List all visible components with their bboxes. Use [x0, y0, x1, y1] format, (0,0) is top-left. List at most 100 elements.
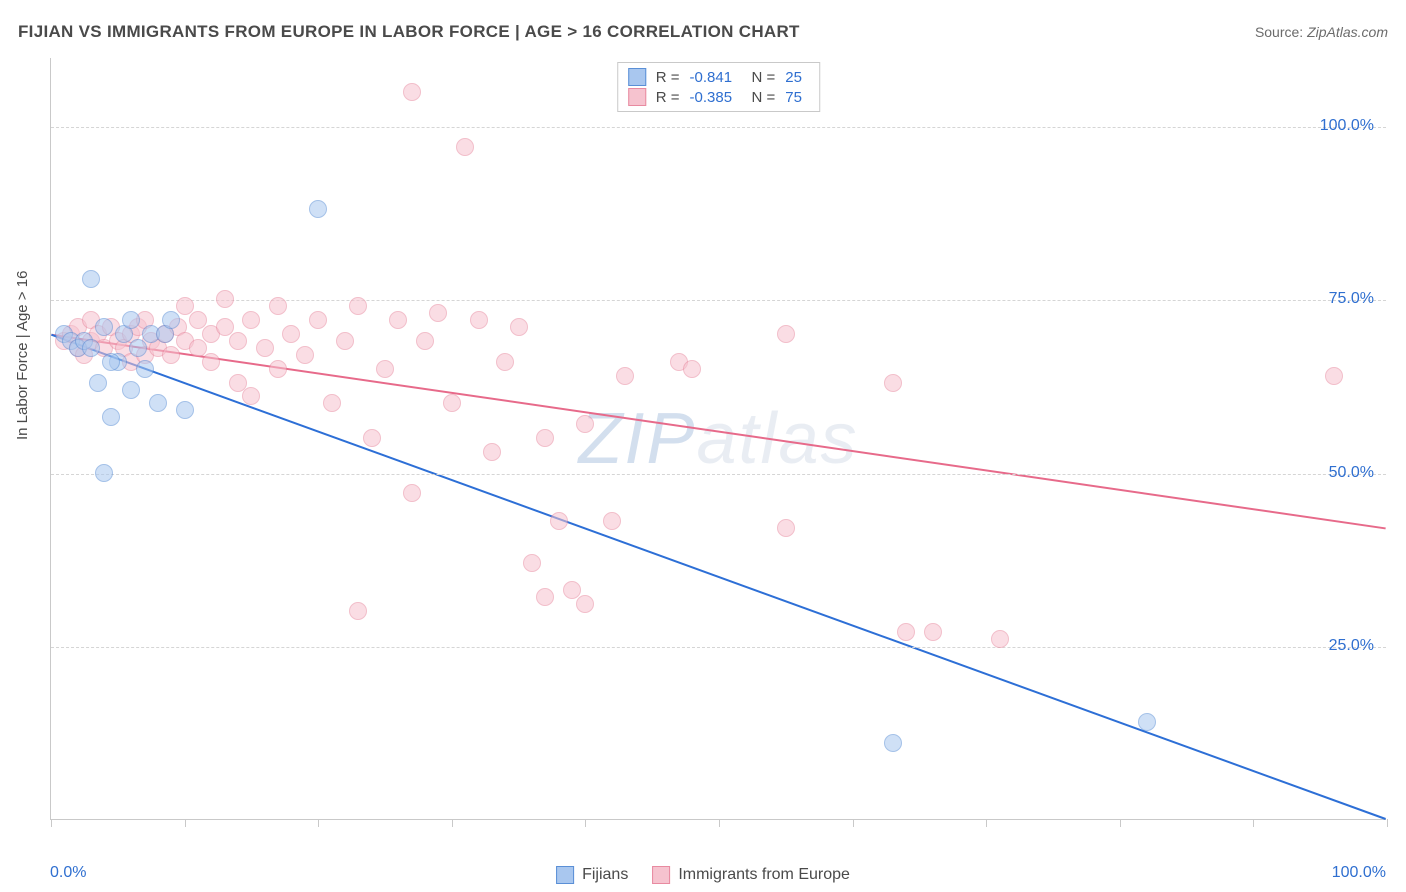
r-label: R = [656, 69, 680, 86]
x-tick [1387, 819, 1388, 827]
data-point-europe [550, 512, 568, 530]
data-point-europe [229, 332, 247, 350]
data-point-fijians [102, 408, 120, 426]
plot-area: ZIPatlas R = -0.841 N = 25 R = -0.385 N … [50, 58, 1386, 820]
regression-lines [51, 58, 1386, 819]
data-point-europe [991, 630, 1009, 648]
watermark-b: atlas [696, 399, 858, 479]
data-point-europe [884, 374, 902, 392]
data-point-europe [403, 484, 421, 502]
data-point-europe [483, 443, 501, 461]
x-tick [1120, 819, 1121, 827]
data-point-fijians [82, 270, 100, 288]
x-tick [853, 819, 854, 827]
source-name: ZipAtlas.com [1307, 24, 1388, 40]
data-point-fijians [176, 401, 194, 419]
data-point-fijians [102, 353, 120, 371]
data-point-europe [616, 367, 634, 385]
data-point-europe [349, 297, 367, 315]
data-point-europe [536, 429, 554, 447]
data-point-europe [282, 325, 300, 343]
y-tick-label: 100.0% [1320, 117, 1374, 135]
data-point-europe [296, 346, 314, 364]
data-point-europe [429, 304, 447, 322]
data-point-fijians [95, 464, 113, 482]
data-point-fijians [95, 318, 113, 336]
n-value-fijians: 25 [785, 69, 809, 86]
r-value-europe: -0.385 [690, 89, 742, 106]
swatch-europe [628, 88, 646, 106]
x-tick [585, 819, 586, 827]
data-point-fijians [884, 734, 902, 752]
data-point-europe [683, 360, 701, 378]
r-value-fijians: -0.841 [690, 69, 742, 86]
data-point-europe [924, 623, 942, 641]
data-point-fijians [122, 381, 140, 399]
data-point-fijians [129, 339, 147, 357]
grid-line [51, 300, 1386, 301]
legend-item-fijians: Fijians [556, 866, 628, 884]
x-tick [452, 819, 453, 827]
data-point-europe [269, 297, 287, 315]
legend-item-europe: Immigrants from Europe [652, 866, 850, 884]
legend-stats-row-fijians: R = -0.841 N = 25 [628, 67, 810, 87]
data-point-europe [523, 554, 541, 572]
data-point-fijians [1138, 713, 1156, 731]
data-point-europe [510, 318, 528, 336]
title-bar: FIJIAN VS IMMIGRANTS FROM EUROPE IN LABO… [18, 22, 1388, 42]
swatch-fijians [556, 866, 574, 884]
data-point-europe [363, 429, 381, 447]
legend-stats-row-europe: R = -0.385 N = 75 [628, 87, 810, 107]
n-label: N = [752, 69, 776, 86]
data-point-fijians [149, 394, 167, 412]
data-point-europe [443, 394, 461, 412]
x-tick [185, 819, 186, 827]
data-point-europe [456, 138, 474, 156]
data-point-europe [202, 353, 220, 371]
y-tick-label: 25.0% [1329, 637, 1374, 655]
x-tick [1253, 819, 1254, 827]
data-point-europe [416, 332, 434, 350]
data-point-europe [1325, 367, 1343, 385]
legend-label-europe: Immigrants from Europe [678, 866, 850, 884]
swatch-europe [652, 866, 670, 884]
legend-series: Fijians Immigrants from Europe [556, 866, 850, 884]
swatch-fijians [628, 68, 646, 86]
y-tick-label: 50.0% [1329, 464, 1374, 482]
grid-line [51, 474, 1386, 475]
data-point-fijians [82, 339, 100, 357]
grid-line [51, 647, 1386, 648]
data-point-europe [777, 325, 795, 343]
data-point-europe [777, 519, 795, 537]
data-point-europe [256, 339, 274, 357]
data-point-europe [269, 360, 287, 378]
source: Source: ZipAtlas.com [1255, 24, 1388, 40]
data-point-europe [162, 346, 180, 364]
chart-title: FIJIAN VS IMMIGRANTS FROM EUROPE IN LABO… [18, 22, 800, 42]
x-tick [318, 819, 319, 827]
x-tick [719, 819, 720, 827]
data-point-europe [349, 602, 367, 620]
grid-line [51, 127, 1386, 128]
x-axis-min-label: 0.0% [50, 864, 86, 882]
data-point-europe [376, 360, 394, 378]
data-point-fijians [89, 374, 107, 392]
data-point-europe [576, 415, 594, 433]
data-point-europe [603, 512, 621, 530]
x-tick [51, 819, 52, 827]
data-point-europe [403, 83, 421, 101]
data-point-europe [576, 595, 594, 613]
data-point-europe [323, 394, 341, 412]
data-point-europe [389, 311, 407, 329]
data-point-europe [536, 588, 554, 606]
watermark: ZIPatlas [578, 398, 858, 480]
r-label: R = [656, 89, 680, 106]
data-point-europe [897, 623, 915, 641]
n-label: N = [752, 89, 776, 106]
y-tick-label: 75.0% [1329, 290, 1374, 308]
data-point-europe [470, 311, 488, 329]
y-axis-title: In Labor Force | Age > 16 [14, 271, 31, 440]
watermark-a: ZIP [578, 399, 696, 479]
chart-container: FIJIAN VS IMMIGRANTS FROM EUROPE IN LABO… [0, 0, 1406, 892]
data-point-fijians [136, 360, 154, 378]
